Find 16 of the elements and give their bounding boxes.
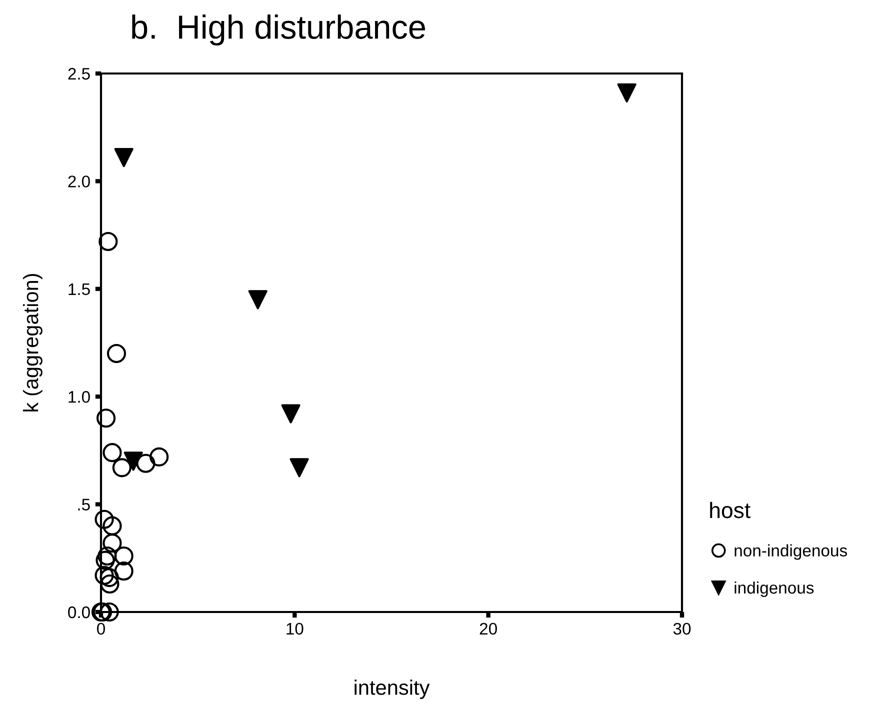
legend-label: indigenous	[734, 581, 814, 597]
y-tick-label: 1.5	[68, 283, 90, 296]
y-tick-label: 1.0	[68, 391, 90, 403]
y-tick-label: 2.5	[68, 68, 90, 80]
x-tick-label: 30	[673, 622, 691, 635]
y-tick-label: 2.0	[68, 176, 90, 188]
x-tick-label: 0	[97, 622, 105, 635]
y-tick-label: 0.0	[68, 606, 90, 618]
y-tick-label: .5	[78, 498, 90, 511]
chart-title: b. High disturbance	[132, 14, 425, 46]
legend-title: host	[710, 502, 750, 518]
x-tick-label: 20	[480, 622, 497, 635]
x-axis-title: intensity	[354, 680, 430, 700]
x-tick-label: 10	[286, 622, 304, 635]
legend-label: non-indigenous	[734, 544, 847, 560]
y-axis-title: k (aggregation)	[22, 274, 42, 412]
